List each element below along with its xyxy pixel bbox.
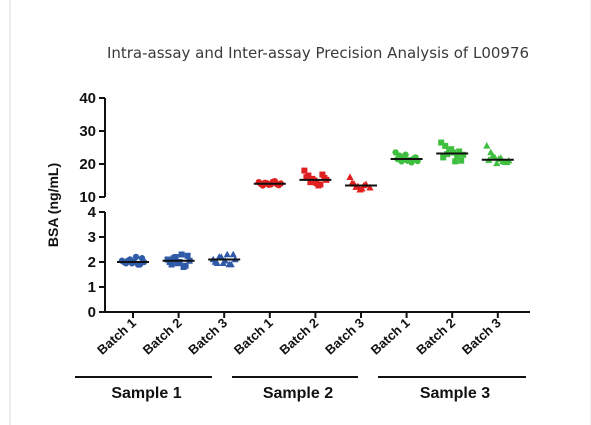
- data-point-square: [458, 157, 465, 164]
- data-point-triangle: [493, 159, 501, 167]
- data-point-square: [438, 139, 445, 146]
- x-category-label: Batch 2: [413, 315, 458, 358]
- data-point-square: [460, 151, 467, 158]
- data-point-square: [166, 259, 173, 265]
- group-labels: Sample 1 Sample 2 Sample 3: [75, 376, 526, 402]
- data-point-triangle: [211, 258, 219, 265]
- data-point-square: [440, 154, 447, 161]
- y-tick-label: 30: [79, 123, 96, 140]
- group-label: Sample 3: [420, 385, 490, 402]
- data-point-square: [448, 146, 455, 153]
- data-point-triangle: [352, 183, 360, 190]
- data-point-square: [178, 251, 185, 258]
- data-point-square: [184, 252, 191, 259]
- data-point-triangle: [489, 151, 497, 159]
- chart-title: Intra-assay and Inter-assay Precision An…: [107, 44, 529, 62]
- data-point-triangle: [366, 183, 374, 191]
- group-label: Sample 2: [263, 385, 333, 402]
- data-point-square: [307, 179, 314, 186]
- y-tick-label: 40: [79, 90, 96, 107]
- axes: 0 1 2 3 410 20 30 40: [79, 90, 530, 321]
- data-point-square: [456, 148, 463, 155]
- data-point-square: [303, 174, 310, 181]
- x-category-label: Batch 2: [140, 315, 185, 358]
- data-point-triangle: [219, 259, 227, 267]
- data-point-square: [170, 255, 177, 262]
- y-tick-label: 4: [88, 204, 97, 221]
- data-point-square: [174, 260, 181, 267]
- y-tick-label: 10: [79, 189, 96, 206]
- y-tick-label: 20: [79, 156, 96, 173]
- data-point-square: [182, 262, 189, 269]
- x-category-label: Batch 3: [459, 315, 504, 358]
- data-point-square: [452, 158, 459, 165]
- group-label: Sample 1: [111, 385, 181, 402]
- data-point-triangle: [227, 260, 235, 268]
- data-point-circle: [402, 151, 409, 158]
- data-point-triangle: [348, 179, 356, 186]
- y-tick-label: 2: [88, 254, 96, 271]
- data-point-triangle: [483, 142, 491, 149]
- x-category-labels: Batch 1 Batch 2 Batch 3 Batch 1 Batch 2 Batch…: [94, 315, 504, 358]
- data-point-square: [301, 167, 308, 174]
- y-tick-label: 0: [88, 304, 96, 321]
- y-tick-label: 3: [88, 229, 96, 246]
- data-point-triangle: [356, 185, 364, 193]
- x-category-label: Batch 3: [322, 315, 367, 358]
- data-point-triangle: [215, 253, 223, 260]
- data-point-triangle: [346, 173, 354, 180]
- x-category-label: Batch 2: [276, 315, 321, 358]
- data-point-triangle: [223, 250, 231, 258]
- data-point-circle: [132, 253, 140, 261]
- y-axis-label: BSA (ng/mL): [45, 163, 61, 247]
- x-category-label: Batch 1: [368, 315, 413, 358]
- data-point-square: [442, 142, 449, 149]
- data-marks: [117, 139, 514, 270]
- x-category-label: Batch 1: [231, 315, 276, 358]
- data-point-triangle: [229, 250, 237, 258]
- data-point-square: [315, 182, 322, 189]
- x-category-label: Batch 1: [94, 315, 139, 358]
- x-category-label: Batch 3: [185, 315, 230, 358]
- y-tick-label: 1: [88, 279, 96, 296]
- data-point-square: [454, 152, 461, 159]
- data-point-square: [319, 171, 326, 178]
